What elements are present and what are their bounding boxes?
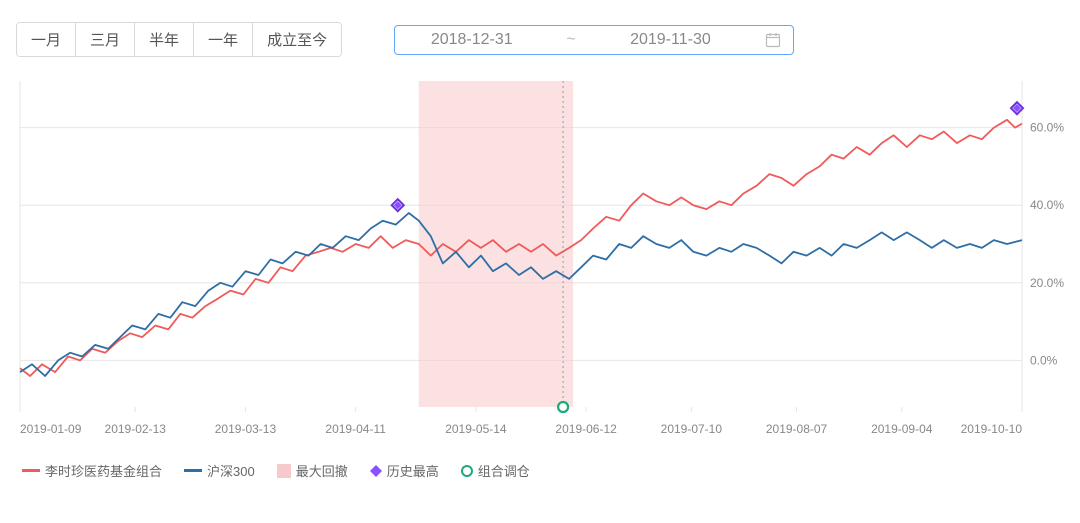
legend-item[interactable]: 沪深300 xyxy=(184,461,255,480)
range-btn-1m[interactable]: 一月 xyxy=(17,23,76,56)
legend-label: 最大回撤 xyxy=(296,461,348,480)
svg-text:2019-06-12: 2019-06-12 xyxy=(555,422,617,436)
svg-text:2019-04-11: 2019-04-11 xyxy=(325,422,386,436)
legend-circle-swatch xyxy=(461,465,473,477)
range-btn-6m[interactable]: 半年 xyxy=(135,23,194,56)
toolbar: 一月 三月 半年 一年 成立至今 2018-12-31 ~ 2019-11-30 xyxy=(0,0,1080,67)
legend-label: 李时珍医药基金组合 xyxy=(45,461,162,480)
svg-text:2019-10-10: 2019-10-10 xyxy=(961,422,1023,436)
calendar-icon xyxy=(765,32,781,48)
chart-container: 0.0% 20.0% 40.0% 60.0% 2019-01-09 2019-02-13 2… xyxy=(16,77,1064,457)
legend-item[interactable]: 组合调仓 xyxy=(461,461,530,480)
range-button-group: 一月 三月 半年 一年 成立至今 xyxy=(16,22,342,57)
svg-text:2019-08-07: 2019-08-07 xyxy=(766,422,828,436)
legend-item[interactable]: 历史最高 xyxy=(370,461,439,480)
svg-text:2019-02-13: 2019-02-13 xyxy=(105,422,167,436)
date-start: 2018-12-31 xyxy=(407,31,536,49)
legend-rect-swatch xyxy=(277,464,291,478)
range-btn-3m[interactable]: 三月 xyxy=(76,23,135,56)
svg-text:2019-01-09: 2019-01-09 xyxy=(20,422,82,436)
performance-chart[interactable]: 0.0% 20.0% 40.0% 60.0% 2019-01-09 2019-02-13 2… xyxy=(16,77,1064,457)
legend-diamond-swatch xyxy=(370,465,382,477)
svg-text:0.0%: 0.0% xyxy=(1030,353,1058,367)
svg-text:2019-03-13: 2019-03-13 xyxy=(215,422,277,436)
legend-label: 历史最高 xyxy=(387,461,439,480)
date-range-picker[interactable]: 2018-12-31 ~ 2019-11-30 xyxy=(394,25,794,55)
legend-item[interactable]: 李时珍医药基金组合 xyxy=(22,461,162,480)
legend: 李时珍医药基金组合 沪深300 最大回撤 历史最高 组合调仓 xyxy=(0,457,1080,480)
svg-text:2019-07-10: 2019-07-10 xyxy=(661,422,723,436)
legend-item[interactable]: 最大回撤 xyxy=(277,461,348,480)
range-btn-all[interactable]: 成立至今 xyxy=(253,23,341,56)
svg-text:60.0%: 60.0% xyxy=(1030,121,1064,135)
date-sep: ~ xyxy=(566,31,575,49)
range-btn-1y[interactable]: 一年 xyxy=(194,23,253,56)
date-end: 2019-11-30 xyxy=(606,31,735,49)
legend-line-swatch xyxy=(184,469,202,471)
legend-line-swatch xyxy=(22,469,40,471)
svg-text:20.0%: 20.0% xyxy=(1030,276,1064,290)
legend-label: 组合调仓 xyxy=(478,461,530,480)
legend-label: 沪深300 xyxy=(207,461,255,480)
svg-text:2019-09-04: 2019-09-04 xyxy=(871,422,933,436)
svg-text:2019-05-14: 2019-05-14 xyxy=(445,422,507,436)
svg-text:40.0%: 40.0% xyxy=(1030,198,1064,212)
